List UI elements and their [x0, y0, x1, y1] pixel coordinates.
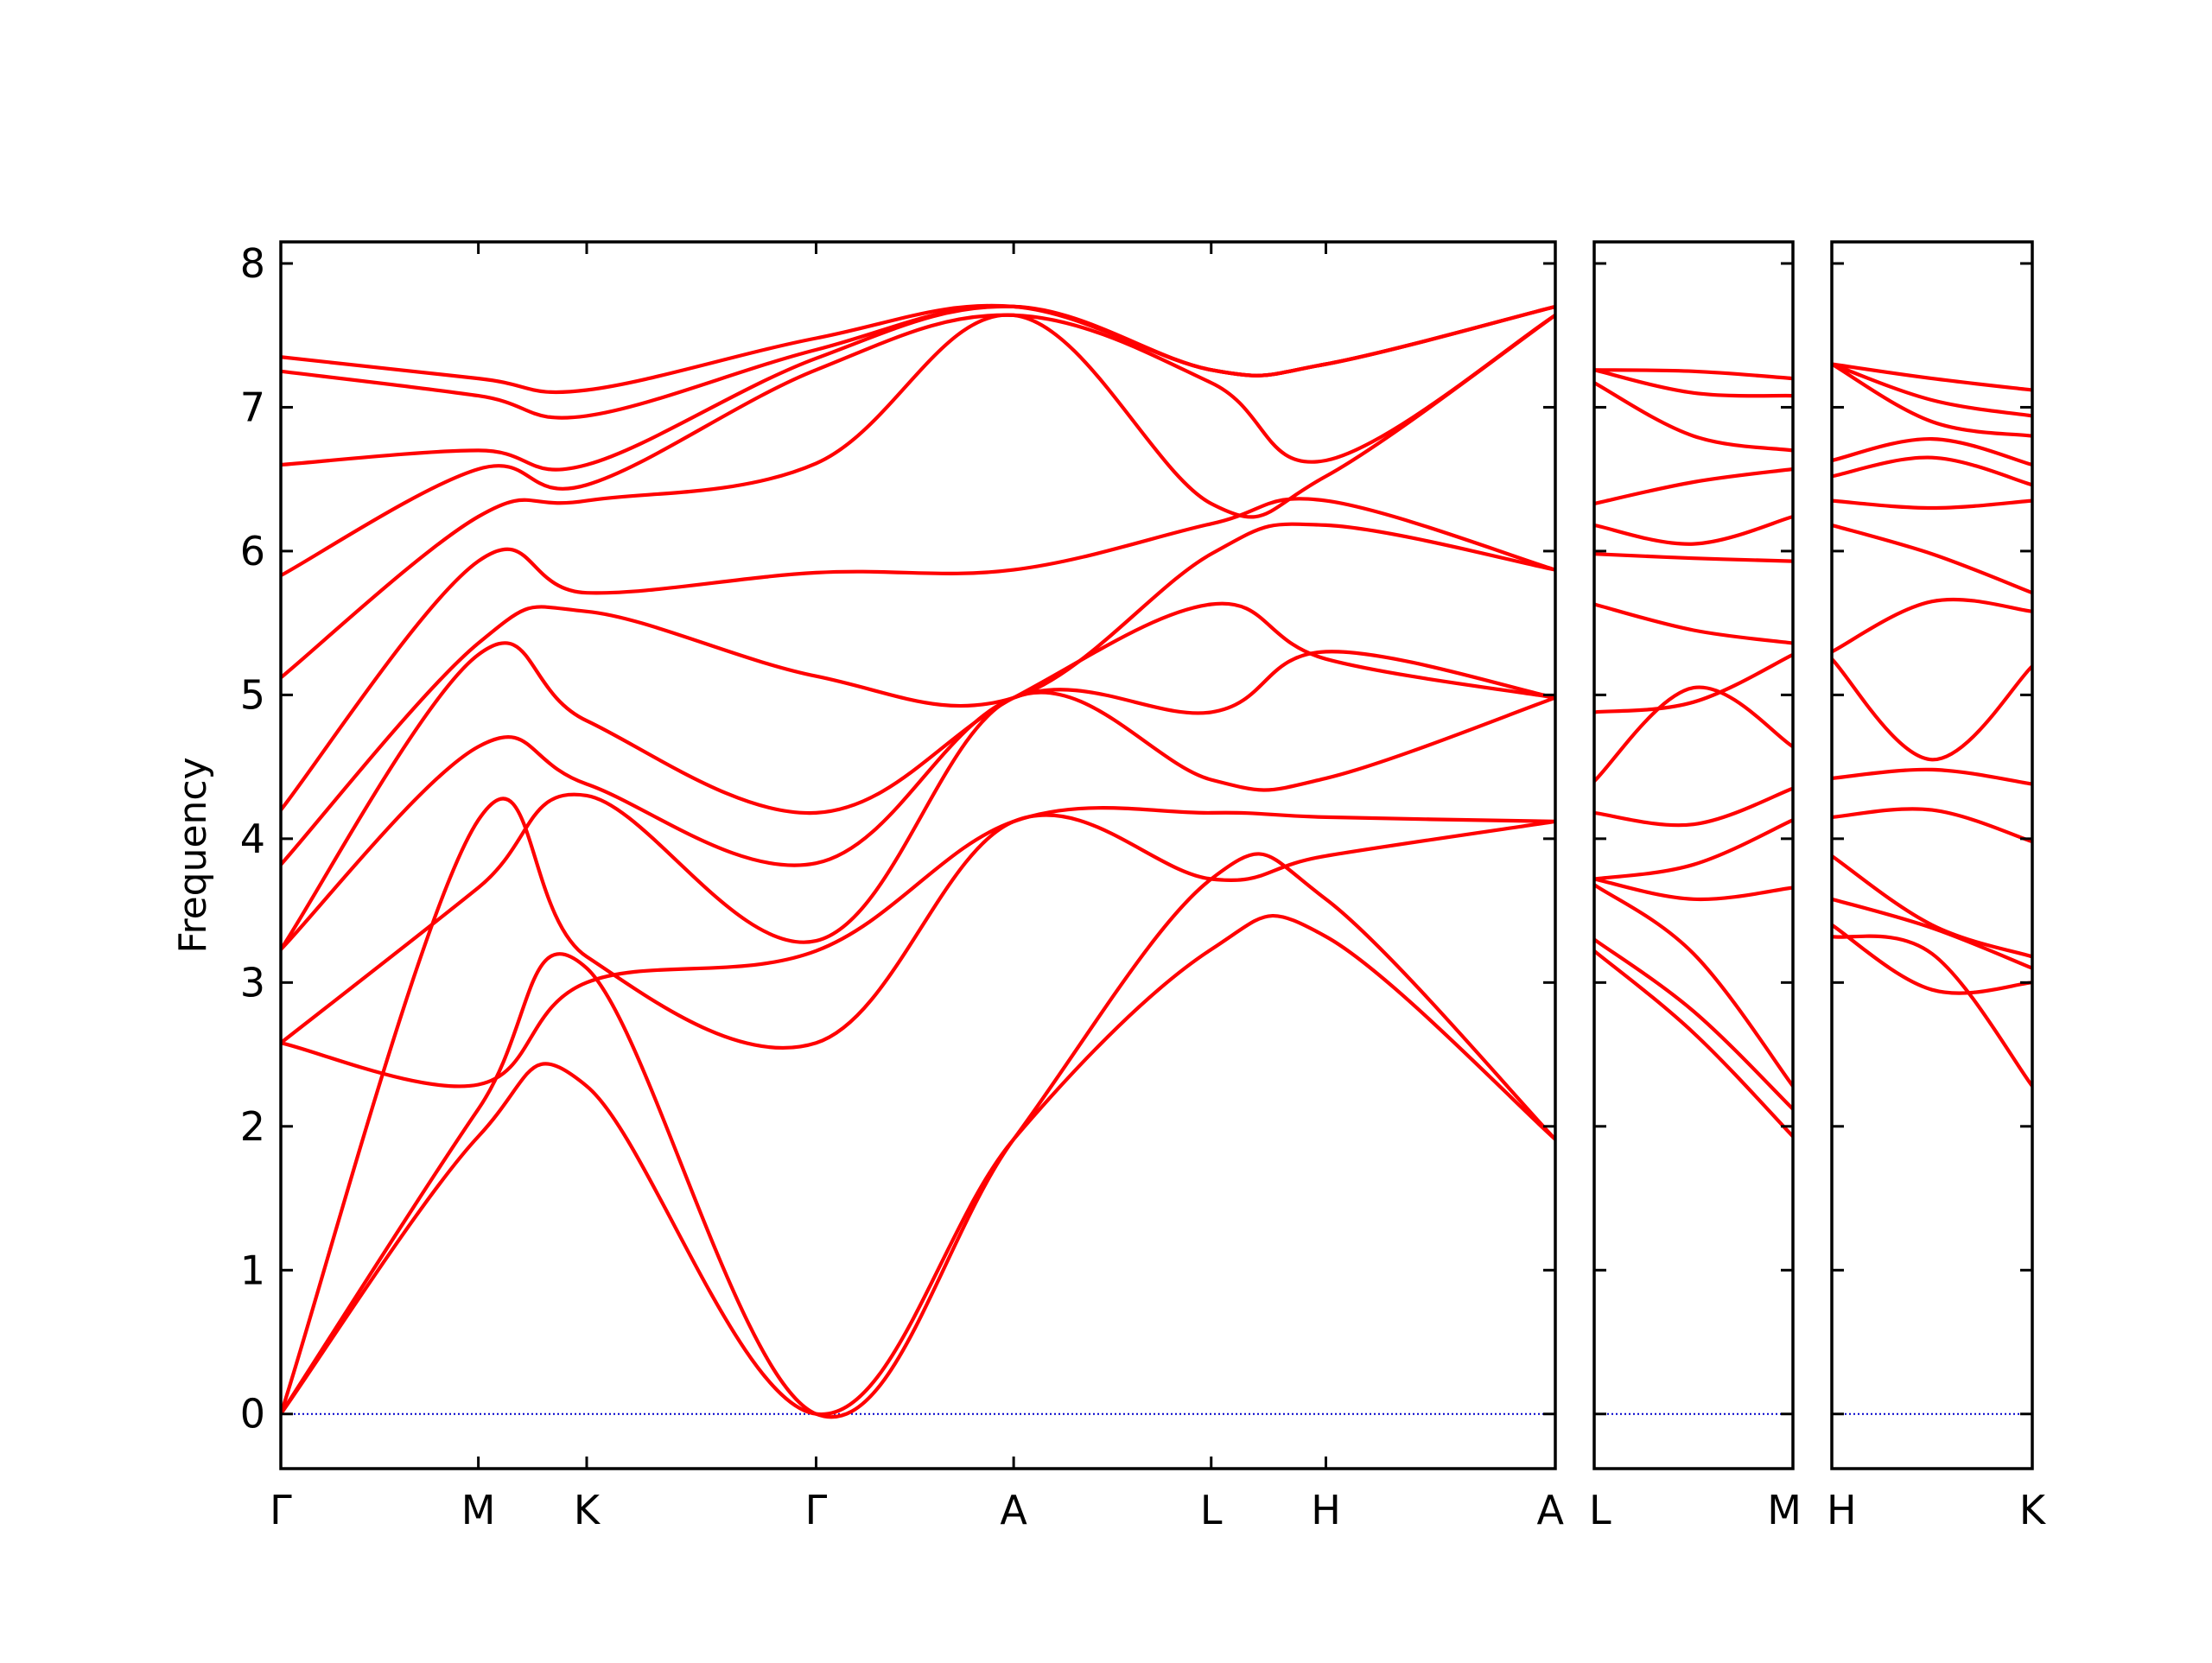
- y-tick-label: 2: [240, 1103, 265, 1150]
- band-H-K-10: [1832, 498, 2032, 511]
- x-tick-label: H: [1311, 1487, 1341, 1533]
- band-main-5: [281, 690, 1555, 1045]
- y-tick-labels: 0 1 2 3 4 5 6 7 8: [240, 240, 265, 1438]
- x-tick-label: M: [461, 1487, 496, 1533]
- band-L-M-15: [1594, 368, 1793, 381]
- band-L-M-2: [1594, 937, 1793, 1111]
- panel-frame: [1830, 240, 2034, 1470]
- band-H-K-2: [1832, 923, 2032, 995]
- x-tick-label: A: [1000, 1487, 1027, 1533]
- x-tick-label: L: [1200, 1487, 1223, 1533]
- band-H-K-6: [1832, 767, 2032, 786]
- y-axis-title: Frequency: [171, 757, 215, 953]
- band-L-M-8: [1594, 652, 1793, 714]
- x-tick-label: L: [1589, 1487, 1611, 1533]
- bands-group: [1832, 362, 2032, 1089]
- bands-group: [281, 303, 1555, 1419]
- band-main-7: [281, 601, 1555, 952]
- band-H-K-11: [1832, 455, 2032, 487]
- x-tick-label: Γ: [270, 1487, 292, 1533]
- band-main-9: [281, 497, 1555, 812]
- y-tick-label: 3: [240, 959, 265, 1006]
- band-L-M-10: [1594, 552, 1793, 563]
- band-H-K-14: [1832, 362, 2032, 418]
- band-H-K-9: [1832, 523, 2032, 595]
- band-main-2: [281, 852, 1555, 1419]
- band-H-K-15: [1832, 362, 2032, 392]
- x-tick-label: K: [574, 1487, 601, 1533]
- band-L-M-11: [1594, 514, 1793, 546]
- y-tick-label: 6: [240, 528, 265, 574]
- band-main-8: [281, 522, 1555, 866]
- band-H-K-4: [1832, 854, 2032, 959]
- band-main-4: [281, 806, 1555, 1089]
- band-H-K-1: [1832, 934, 2032, 1089]
- band-L-M-3: [1594, 882, 1793, 1089]
- x-tick-label: Γ: [805, 1487, 828, 1533]
- y-tick-label: 0: [240, 1391, 265, 1438]
- band-L-M-7: [1594, 685, 1793, 784]
- x-tick-label: K: [2019, 1487, 2047, 1533]
- band-L-M-14: [1594, 368, 1793, 398]
- band-main-11: [281, 313, 1555, 578]
- band-main-13: [281, 304, 1555, 420]
- y-tick-label: 8: [240, 240, 265, 287]
- band-L-M-4: [1594, 877, 1793, 902]
- x-tick-label: M: [1767, 1487, 1802, 1533]
- band-main-6: [281, 650, 1555, 952]
- x-tick-label: A: [1537, 1487, 1565, 1533]
- x-tick-label: H: [1827, 1487, 1857, 1533]
- band-H-K-7: [1832, 657, 2032, 762]
- band-main-10: [281, 313, 1555, 680]
- band-H-K-12: [1832, 436, 2032, 467]
- band-L-M-1: [1594, 949, 1793, 1139]
- band-H-K-3: [1832, 897, 2032, 970]
- band-H-K-8: [1832, 597, 2032, 654]
- y-tick-label: 7: [240, 384, 265, 430]
- band-main-3: [281, 797, 1555, 1416]
- panel-frame: [1592, 240, 1795, 1470]
- band-L-M-13: [1594, 381, 1793, 453]
- y-tick-label: 4: [240, 816, 265, 862]
- band-L-M-5: [1594, 818, 1793, 881]
- panel-frame: [279, 240, 1557, 1470]
- band-L-M-6: [1594, 786, 1793, 828]
- bands-group: [1594, 368, 1793, 1139]
- band-H-K-5: [1832, 807, 2032, 844]
- y-axis-title-group: Frequency: [171, 757, 215, 953]
- band-L-M-12: [1594, 467, 1793, 506]
- band-H-K-13: [1832, 362, 2032, 438]
- band-main-14: [281, 303, 1555, 395]
- y-tick-label: 1: [240, 1247, 265, 1293]
- y-tick-label: 5: [240, 671, 265, 718]
- band-L-M-9: [1594, 602, 1793, 645]
- band-main-1: [281, 913, 1555, 1416]
